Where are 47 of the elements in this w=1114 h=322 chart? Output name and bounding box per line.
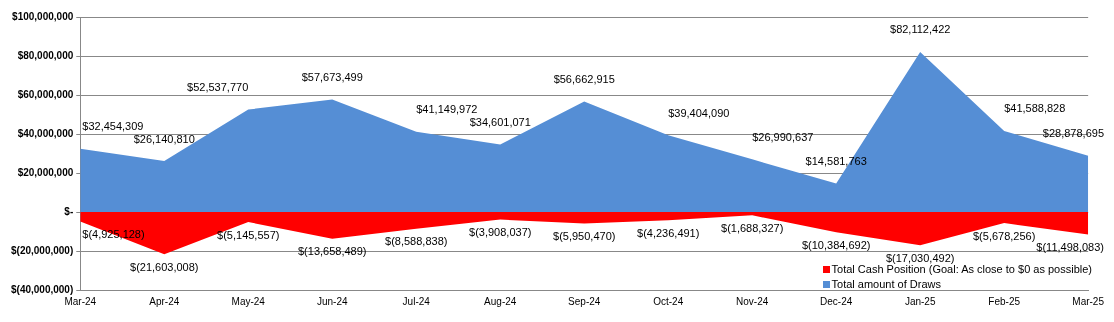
legend-label: Total amount of Draws <box>831 278 941 290</box>
data-label: $(5,950,470) <box>553 230 616 243</box>
data-label: $(21,603,008) <box>130 260 199 273</box>
y-tick-label: $20,000,000 <box>17 166 74 178</box>
x-tick-label: Aug-24 <box>484 295 517 307</box>
x-tick-label: Feb-25 <box>988 295 1021 307</box>
x-tick-label: Jul-24 <box>402 295 431 307</box>
y-tick-label: $80,000,000 <box>17 49 74 61</box>
x-tick-label: Apr-24 <box>149 295 180 307</box>
x-tick-label: Jun-24 <box>316 295 348 307</box>
x-tick-label: Dec-24 <box>820 295 853 307</box>
y-tick-label: $(20,000,000) <box>10 244 74 256</box>
x-tick-label: Oct-24 <box>653 295 684 307</box>
x-tick-label: Nov-24 <box>736 295 769 307</box>
data-label: $39,404,090 <box>668 106 730 119</box>
data-label: $82,112,422 <box>890 23 951 36</box>
legend-label: Total Cash Position (Goal: As close to $0 as possible) <box>831 263 1092 275</box>
x-tick-label: Mar-25 <box>1072 295 1105 307</box>
y-tick-label: $40,000,000 <box>17 127 74 139</box>
data-label: $41,149,972 <box>416 103 478 116</box>
data-label: $(4,236,491) <box>637 226 700 239</box>
x-tick-label: May-24 <box>231 295 266 307</box>
x-tick-label: Mar-24 <box>64 295 97 307</box>
data-label: $(10,384,692) <box>801 238 871 251</box>
x-tick-label: Sep-24 <box>568 295 601 307</box>
data-label: $(5,145,557) <box>217 228 280 241</box>
data-label: $(13,658,489) <box>297 245 367 258</box>
data-label: $(8,588,838) <box>385 235 448 248</box>
data-label: $(3,908,037) <box>469 226 532 239</box>
data-label: $32,454,309 <box>82 120 144 133</box>
data-label: $52,537,770 <box>187 81 249 94</box>
data-label: $(1,688,327) <box>721 221 784 234</box>
x-tick-label: Jan-25 <box>904 295 936 307</box>
data-label: $57,673,499 <box>301 71 363 84</box>
data-label: $26,990,637 <box>752 130 814 143</box>
y-tick-label: $(40,000,000) <box>10 283 74 295</box>
data-label: $28,878,695 <box>1042 127 1104 140</box>
data-label: $34,601,071 <box>469 116 531 129</box>
data-label: $(17,030,492) <box>885 251 955 264</box>
y-tick-label: $60,000,000 <box>17 88 74 100</box>
data-label: $(11,498,083) <box>1036 240 1104 253</box>
data-label: $56,662,915 <box>553 73 615 86</box>
data-label: $(5,678,256) <box>972 229 1036 242</box>
data-label: $41,588,828 <box>1004 102 1066 115</box>
data-label: $26,140,810 <box>133 132 195 145</box>
y-tick-label: $100,000,000 <box>12 10 74 22</box>
y-tick-label: $- <box>64 205 74 217</box>
